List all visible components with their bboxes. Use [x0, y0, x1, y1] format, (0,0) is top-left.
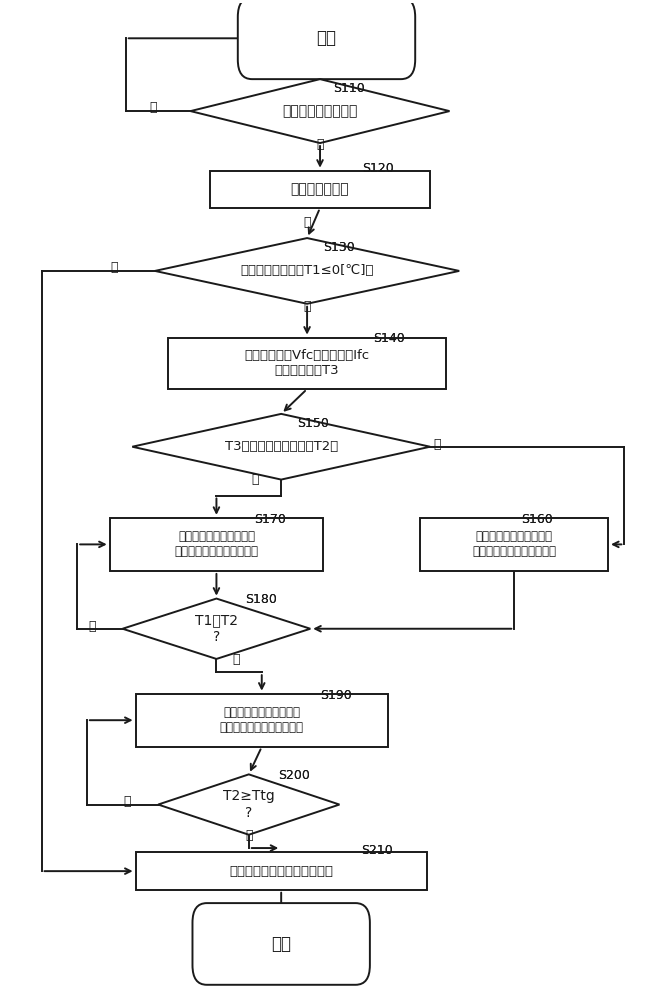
Bar [110, 518, 323, 571]
Text: T3＞排出冷却介质温度T2？: T3＞排出冷却介质温度T2？ [225, 440, 338, 453]
Text: S120: S120 [362, 162, 394, 175]
Text: 基于输出电压Vfc、输出电流Ifc
推定内部温度T3: 基于输出电压Vfc、输出电流Ifc 推定内部温度T3 [244, 349, 370, 377]
Text: S190: S190 [320, 689, 352, 702]
Text: 否: 否 [150, 101, 157, 114]
Text: T2≥Ttg
?: T2≥Ttg ? [223, 789, 275, 820]
Text: 起动燃料电池堆: 起动燃料电池堆 [291, 182, 349, 196]
Text: S160: S160 [520, 513, 552, 526]
Bar [421, 518, 608, 571]
Text: 将循环量形成为减少量，
执行冷时冷却介质循环控制: 将循环量形成为减少量， 执行冷时冷却介质循环控制 [472, 530, 556, 558]
Text: 否: 否 [110, 261, 118, 274]
Polygon shape [133, 414, 430, 480]
Text: S210: S210 [361, 844, 392, 857]
Text: S170: S170 [254, 513, 286, 526]
Bar [136, 852, 427, 890]
Bar [210, 171, 430, 208]
Text: 否: 否 [123, 795, 131, 808]
Text: S200: S200 [278, 769, 310, 782]
Polygon shape [158, 774, 340, 835]
Text: S200: S200 [278, 769, 310, 782]
Polygon shape [123, 599, 310, 659]
Text: 开始通常时冷却介质循环控制: 开始通常时冷却介质循环控制 [229, 865, 333, 878]
Polygon shape [191, 79, 449, 143]
Text: S160: S160 [520, 513, 552, 526]
Bar [168, 338, 446, 389]
Text: S150: S150 [296, 417, 328, 430]
Text: S130: S130 [323, 241, 355, 254]
Text: S170: S170 [254, 513, 286, 526]
Text: S150: S150 [296, 417, 328, 430]
Text: 否: 否 [434, 438, 441, 451]
Text: 是: 是 [245, 829, 253, 842]
Polygon shape [155, 238, 459, 304]
Text: S130: S130 [323, 241, 355, 254]
Text: 是: 是 [232, 653, 240, 666]
Text: S110: S110 [333, 82, 365, 95]
Text: S140: S140 [373, 332, 405, 345]
Text: S110: S110 [333, 82, 365, 95]
Text: 结束: 结束 [271, 935, 291, 953]
Text: 将循环量形成为普通量，
执行冷时冷却介质循环控制: 将循环量形成为普通量， 执行冷时冷却介质循环控制 [174, 530, 259, 558]
Text: S180: S180 [246, 593, 278, 606]
Text: 将循环量形成为增加量，
执行冷时冷却介质循环控制: 将循环量形成为增加量， 执行冷时冷却介质循环控制 [220, 706, 304, 734]
Text: 是: 是 [316, 138, 324, 151]
FancyBboxPatch shape [193, 903, 370, 985]
Text: S180: S180 [246, 593, 278, 606]
Text: 否: 否 [89, 620, 96, 633]
Text: 供给冷却介质温度T1≤0[℃]？: 供给冷却介质温度T1≤0[℃]？ [240, 264, 374, 277]
Bar [136, 694, 388, 747]
Text: S190: S190 [320, 689, 352, 702]
Text: 是: 是 [251, 473, 259, 486]
Text: 开始: 开始 [317, 29, 336, 47]
Text: S120: S120 [362, 162, 394, 175]
FancyBboxPatch shape [238, 0, 415, 79]
Text: 起动开关是否接通？: 起动开关是否接通？ [282, 104, 358, 118]
Text: S140: S140 [373, 332, 405, 345]
Text: S210: S210 [361, 844, 392, 857]
Text: 是: 是 [304, 216, 311, 229]
Text: T1＝T2
?: T1＝T2 ? [195, 614, 238, 644]
Text: 是: 是 [304, 300, 311, 313]
